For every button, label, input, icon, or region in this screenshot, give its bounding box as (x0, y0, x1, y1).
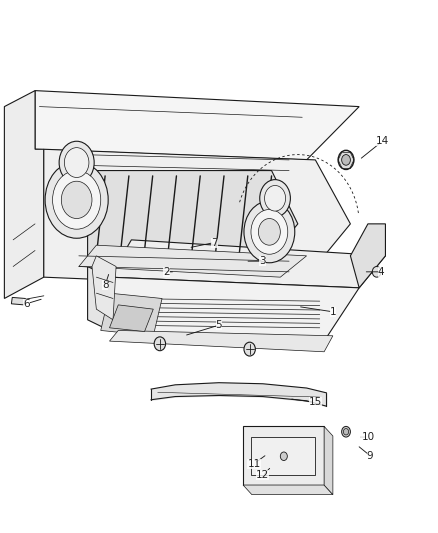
Text: 6: 6 (23, 299, 30, 309)
Circle shape (244, 342, 255, 356)
Polygon shape (110, 305, 153, 332)
Polygon shape (350, 224, 385, 288)
Circle shape (244, 201, 295, 263)
Text: 9: 9 (367, 451, 374, 461)
Text: 5: 5 (215, 320, 223, 330)
Text: 11: 11 (247, 459, 261, 469)
Polygon shape (44, 149, 350, 288)
Text: 15: 15 (309, 398, 322, 407)
Circle shape (53, 171, 101, 229)
Polygon shape (35, 91, 359, 160)
Text: 10: 10 (361, 432, 374, 442)
Circle shape (265, 185, 286, 211)
Circle shape (251, 209, 288, 254)
Circle shape (338, 150, 354, 169)
Text: 7: 7 (211, 238, 218, 247)
Text: 12: 12 (256, 471, 269, 480)
Circle shape (59, 141, 94, 184)
Circle shape (154, 337, 166, 351)
Polygon shape (324, 426, 333, 495)
Circle shape (64, 148, 89, 177)
Polygon shape (101, 293, 162, 336)
FancyBboxPatch shape (251, 437, 315, 475)
Circle shape (342, 426, 350, 437)
Circle shape (342, 155, 350, 165)
Text: 2: 2 (163, 267, 170, 277)
Text: 8: 8 (102, 280, 109, 290)
Polygon shape (92, 256, 116, 320)
Circle shape (258, 219, 280, 245)
Polygon shape (88, 266, 110, 330)
Circle shape (280, 452, 287, 461)
Circle shape (260, 180, 290, 217)
Polygon shape (4, 91, 44, 298)
Text: 14: 14 (376, 136, 389, 146)
Polygon shape (79, 245, 307, 277)
Circle shape (61, 181, 92, 219)
Text: 4: 4 (378, 267, 385, 277)
Polygon shape (88, 171, 298, 266)
Circle shape (372, 266, 381, 277)
Circle shape (45, 161, 108, 238)
Circle shape (343, 429, 349, 435)
Text: 3: 3 (259, 256, 266, 266)
Polygon shape (110, 240, 385, 288)
Polygon shape (243, 485, 333, 495)
Text: 1: 1 (329, 307, 336, 317)
Polygon shape (110, 277, 359, 341)
Polygon shape (110, 330, 333, 352)
Polygon shape (11, 297, 25, 305)
Polygon shape (243, 426, 324, 485)
